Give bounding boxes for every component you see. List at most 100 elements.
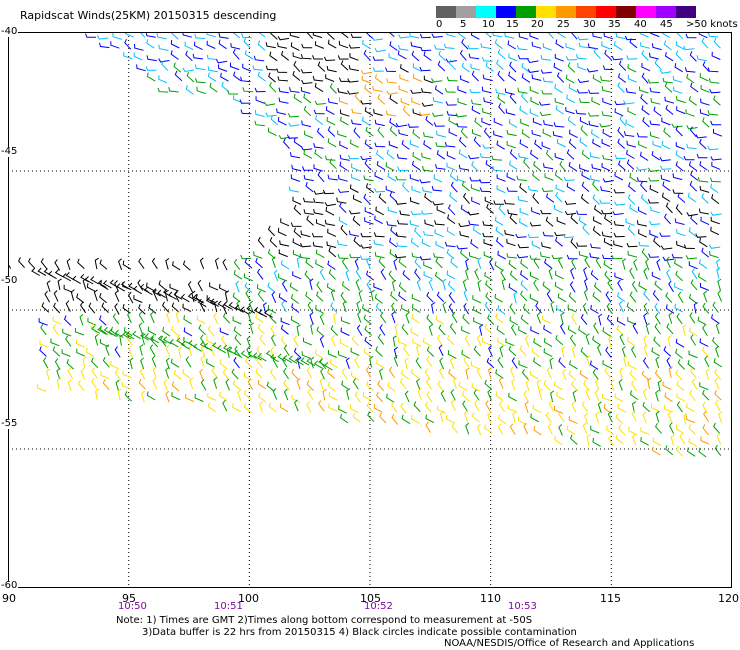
wind-barb — [425, 421, 432, 434]
wind-barb — [672, 189, 684, 194]
wind-barb — [292, 196, 302, 205]
wind-barb — [185, 356, 192, 368]
wind-barb — [313, 208, 324, 215]
wind-barb — [541, 187, 553, 193]
wind-barb — [437, 380, 444, 392]
scale-swatch-8 — [596, 6, 616, 18]
wind-barb — [496, 174, 506, 182]
wind-barb — [124, 38, 132, 50]
wind-barb — [592, 368, 599, 381]
wind-barb — [255, 313, 264, 323]
wind-barb — [689, 367, 697, 379]
wind-barb — [99, 315, 107, 326]
wind-barb — [157, 289, 166, 299]
wind-barb — [56, 367, 61, 380]
wind-barb — [263, 101, 276, 106]
wind-barb — [668, 366, 673, 378]
wind-barb — [709, 250, 719, 259]
wind-barb — [555, 39, 564, 49]
scale-swatch-10 — [636, 6, 656, 18]
wind-barb — [399, 378, 407, 390]
wind-barb — [581, 171, 591, 181]
wind-barb — [463, 289, 468, 302]
wind-barb — [683, 412, 688, 425]
wind-barb — [594, 282, 602, 293]
wind-barb — [638, 229, 648, 238]
wind-barb — [153, 289, 158, 302]
wind-barb — [614, 272, 624, 281]
wind-barb — [547, 423, 553, 435]
wind-barb — [446, 76, 458, 82]
wind-barb — [571, 345, 576, 358]
wind-barb — [222, 258, 228, 271]
wind-barb — [530, 149, 539, 160]
wind-barb — [601, 231, 612, 238]
wind-barb — [183, 315, 192, 325]
wind-barb — [542, 77, 554, 83]
wind-barb — [281, 300, 287, 313]
wind-barb — [686, 403, 695, 413]
wind-barb — [677, 192, 686, 203]
wind-barb — [327, 126, 336, 137]
wind-map[interactable] — [8, 32, 732, 588]
wind-barb — [697, 176, 709, 183]
wind-barb — [398, 34, 410, 39]
wind-barb — [520, 290, 528, 302]
wind-barb — [695, 134, 707, 139]
wind-barb — [545, 411, 552, 423]
wind-barb — [286, 134, 299, 139]
wind-barb — [330, 325, 338, 336]
wind-barb — [294, 399, 299, 412]
wind-barb — [604, 49, 612, 61]
wind-barb — [357, 311, 362, 323]
wind-barb — [444, 141, 456, 148]
wind-barb — [699, 73, 709, 82]
wind-barb — [591, 96, 601, 106]
wind-barb — [158, 58, 170, 63]
wind-barb — [523, 390, 529, 402]
wind-barb — [465, 422, 470, 435]
wind-barb — [112, 32, 122, 40]
wind-barb — [602, 254, 613, 260]
wind-barb — [423, 261, 433, 270]
wind-barb — [293, 137, 303, 148]
wind-barb — [300, 86, 311, 94]
wind-barb — [675, 445, 683, 457]
wind-barb — [708, 244, 721, 249]
wind-barb — [688, 261, 698, 270]
wind-barb — [666, 269, 672, 281]
wind-barb — [362, 392, 372, 401]
wind-barb — [659, 157, 671, 162]
wind-barb — [572, 390, 577, 402]
wind-barb — [504, 32, 515, 39]
wind-barb — [651, 271, 661, 280]
wind-barb — [39, 346, 47, 357]
wind-barb — [638, 281, 648, 291]
wind-barb — [708, 78, 720, 84]
wind-barb — [458, 381, 468, 392]
wind-barb — [510, 324, 517, 336]
wind-barb — [82, 356, 87, 369]
wind-barb — [506, 253, 517, 259]
wind-barb — [663, 127, 671, 138]
wind-barb — [485, 292, 493, 304]
wind-barb — [497, 337, 506, 347]
wind-barb — [326, 241, 337, 248]
wind-barb — [312, 55, 323, 60]
wind-barb — [470, 361, 480, 370]
wind-barb — [364, 159, 372, 171]
wind-barb — [97, 279, 107, 288]
wind-barb — [412, 73, 422, 82]
wind-barb — [482, 74, 493, 81]
wind-barb — [622, 258, 627, 270]
time-label-1052: 10:52 — [364, 601, 393, 612]
wind-barb — [293, 93, 302, 104]
wind-barb — [486, 357, 495, 369]
wind-barb — [586, 434, 591, 446]
wind-barb — [592, 32, 603, 39]
wind-barb — [435, 142, 446, 148]
wind-barb — [485, 400, 491, 412]
wind-barb — [102, 280, 112, 289]
wind-barb — [54, 259, 61, 271]
wind-barb — [327, 32, 335, 40]
